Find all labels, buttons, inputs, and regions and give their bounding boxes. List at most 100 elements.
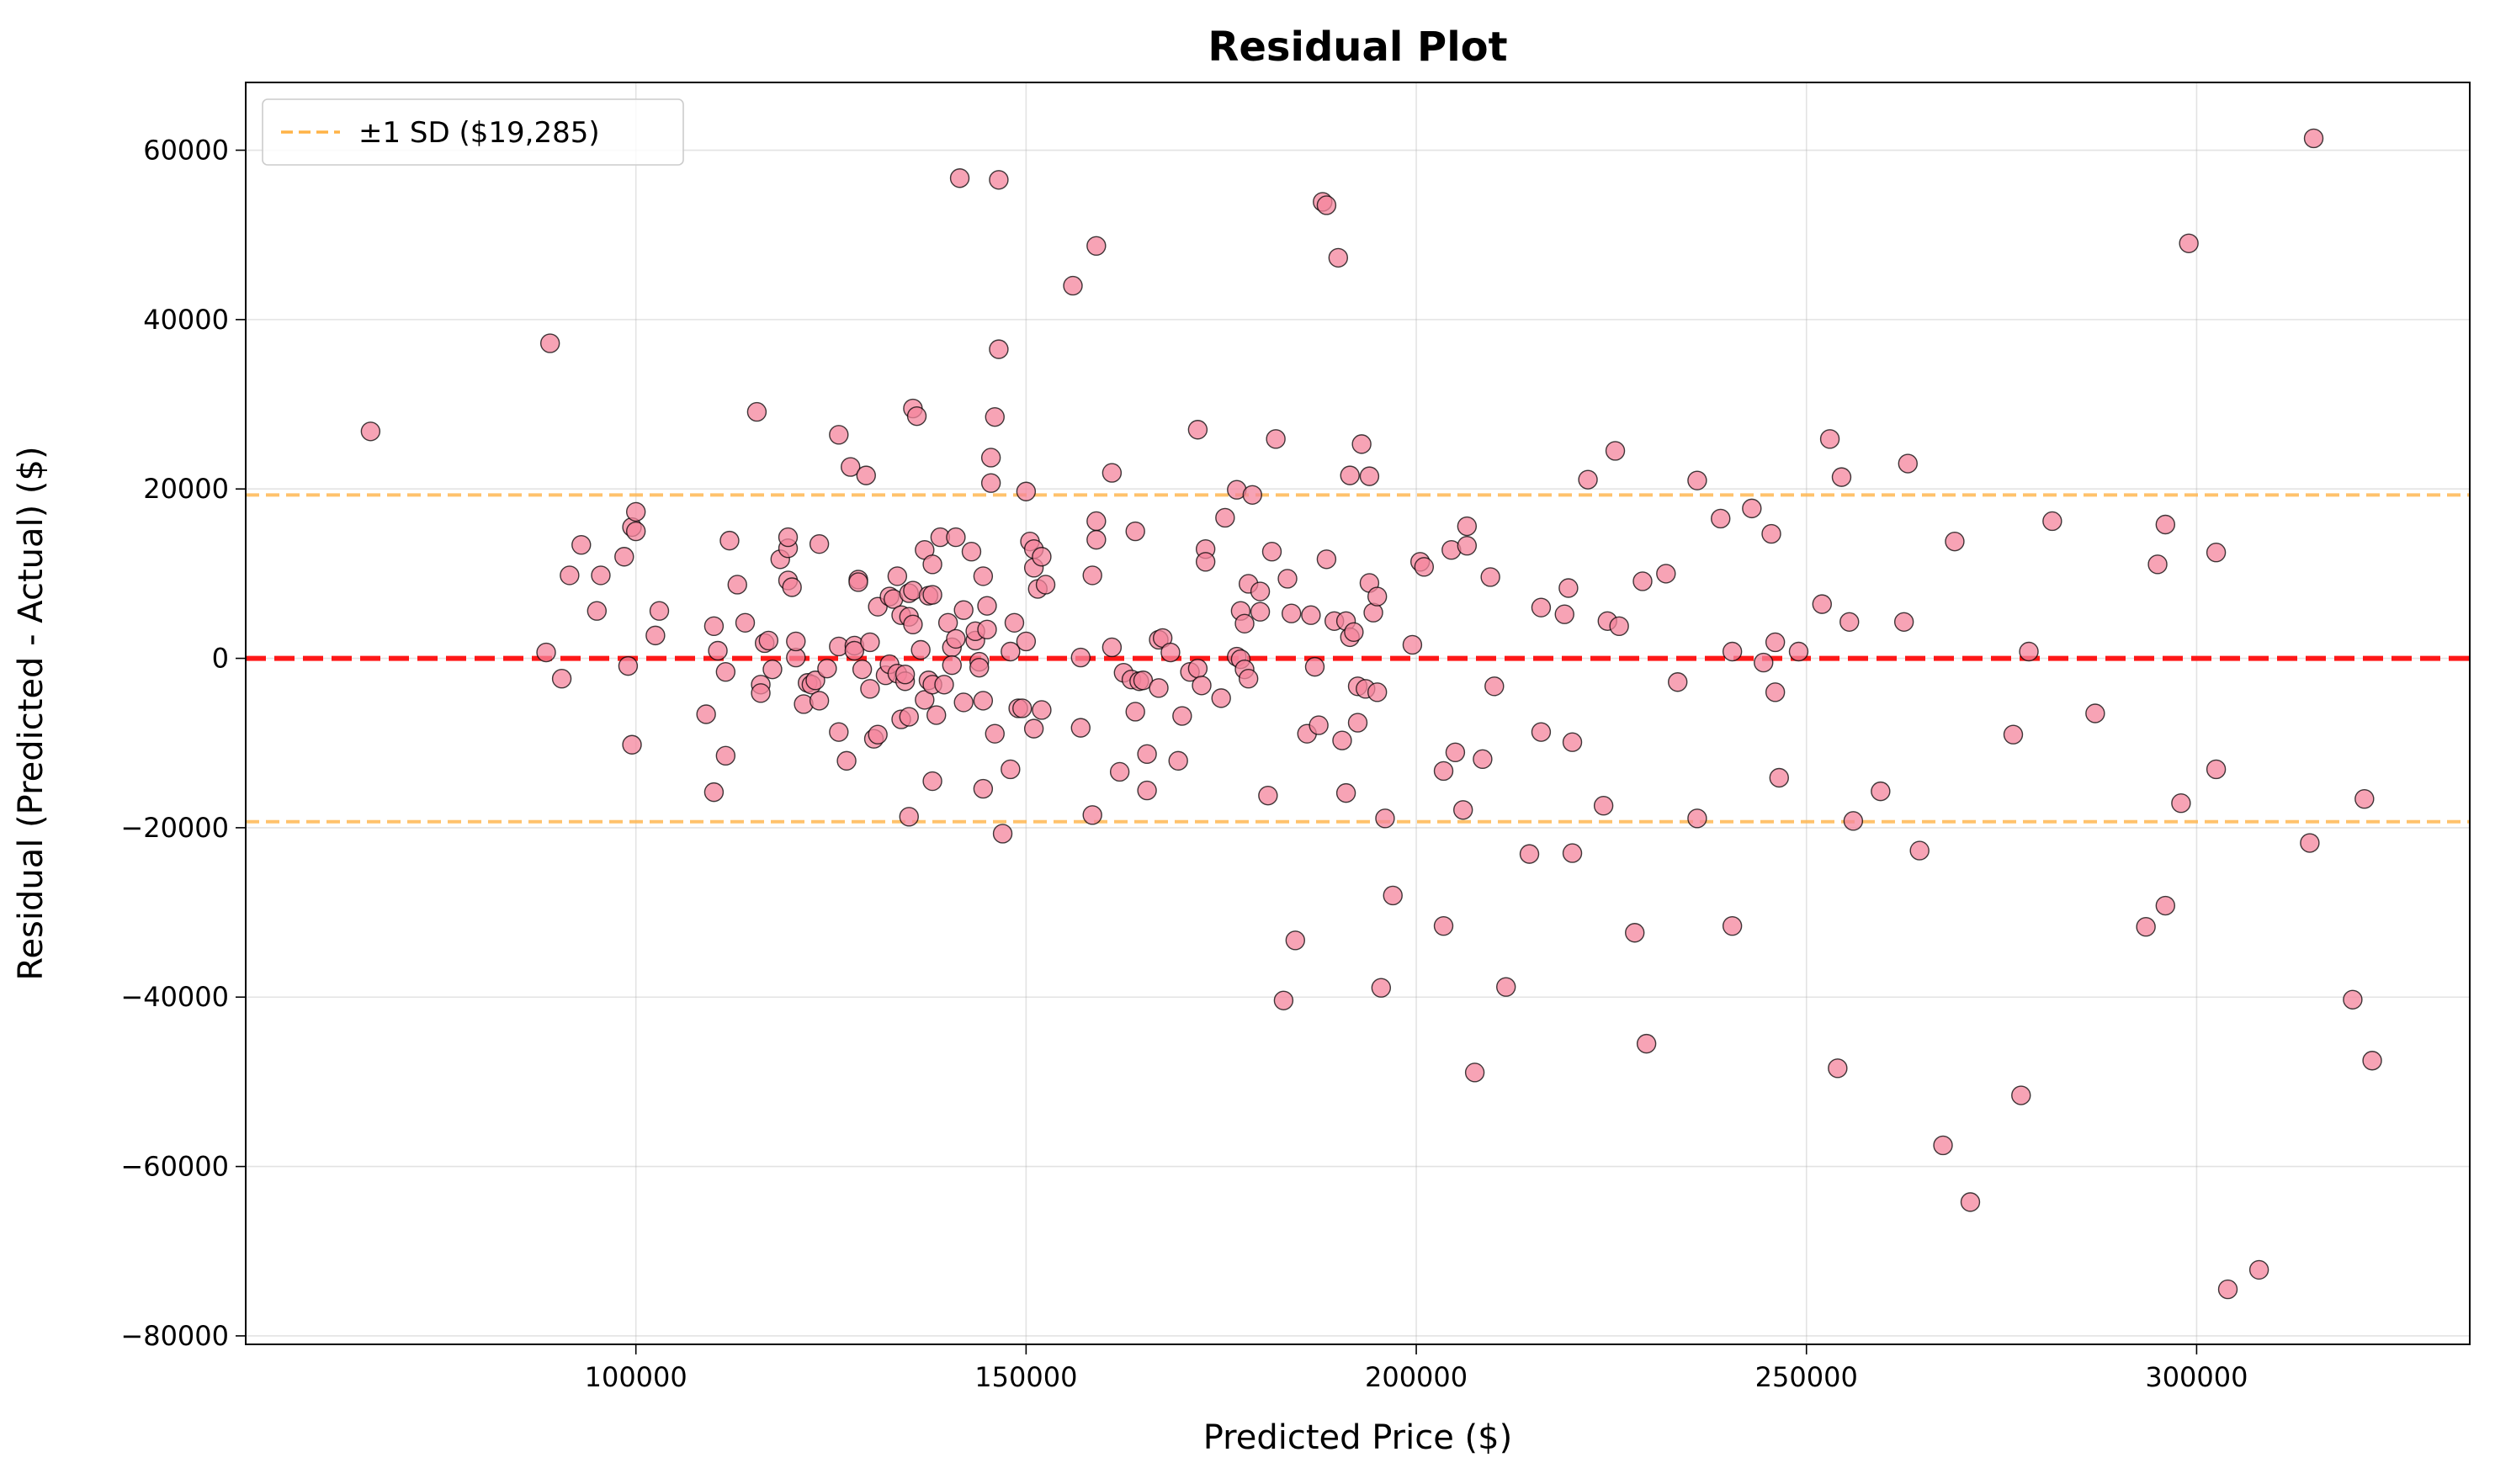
residual-point [1656,564,1676,584]
residual-point [735,612,756,633]
residual-point [1578,469,1598,490]
residual-point [1234,613,1255,633]
residual-point [1250,581,1271,602]
residual-point [1636,1033,1657,1054]
residual-point [1433,915,1454,936]
residual-point [1464,1063,1485,1083]
residual-point [2136,916,2156,937]
residual-point [887,566,908,586]
residual-point [805,670,825,691]
residual-point [1168,750,1188,771]
residual-point [778,527,799,548]
residual-point [910,639,931,660]
residual-point [618,655,639,676]
residual-point [1711,508,1731,529]
legend-box [262,98,684,166]
residual-point [2362,1051,2382,1071]
residual-point [1211,688,1231,708]
residual-point [953,692,974,713]
residual-point [1187,658,1208,679]
residual-point [1266,429,1286,449]
residual-point [1828,1058,1848,1079]
legend: ±1 SD ($19,285) [262,98,684,166]
residual-point [1016,481,1037,501]
residual-point [1812,594,1832,614]
residual-point [949,168,970,188]
residual-point [1137,744,1157,765]
residual-point [1605,441,1626,461]
residual-point [1414,557,1435,577]
y-tick-label: −60000 [120,1151,229,1183]
residual-point [1519,844,1540,864]
grid-lines [246,82,2470,1344]
residual-point [1484,676,1505,697]
y-tick-label: 40000 [143,304,229,336]
residual-point [727,575,747,595]
legend-entry-sd: ±1 SD ($19,285) [358,116,600,150]
residual-point [868,724,888,745]
residual-point [1335,782,1356,803]
residual-point [903,614,923,634]
residual-point [560,565,580,586]
residual-point [708,640,728,661]
residual-point [715,661,736,682]
residual-point [1632,571,1653,591]
residual-point [1102,463,1123,483]
residual-point [899,707,919,727]
residual-point [1495,977,1516,997]
residual-point [836,750,857,771]
residual-point [1363,602,1383,623]
residual-point [961,542,982,562]
residual-point [906,405,927,427]
residual-point [1242,485,1263,505]
residual-point [977,596,997,616]
residual-point [1070,647,1091,668]
residual-point [2171,793,2191,814]
y-axis-label: Residual (Predicted - Actual) ($) [12,446,50,980]
residual-point [625,501,646,522]
residual-point [1367,682,1388,702]
residual-point [844,640,865,661]
residual-point [1531,722,1552,742]
residual-point [1893,612,1914,632]
residual-point [1457,535,1478,556]
residual-point [1032,547,1052,567]
residual-point [992,824,1013,844]
residual-point [1761,523,1781,544]
residual-point [751,683,771,703]
residual-point [1445,742,1466,763]
residual-point [985,406,1005,427]
residual-point [1531,597,1552,617]
residual-point [980,448,1001,468]
residual-point [1375,808,1395,829]
residual-point [1285,930,1306,951]
residual-point [1945,531,1965,552]
residual-point [622,734,642,755]
residual-point [758,630,779,651]
residual-point [922,554,942,575]
residual-point [1001,641,1021,662]
residual-point [1281,603,1302,623]
residual-point [1788,641,1809,662]
residual-point [1769,767,1789,788]
residual-point [1309,715,1329,735]
residual-point [1261,542,1282,562]
residual-point [934,675,954,695]
residual-point [1742,498,1762,519]
residual-point [1258,785,1278,806]
y-tick-label: 0 [212,643,229,675]
x-tick-label: 150000 [974,1361,1077,1393]
residual-point [973,566,994,586]
scatter-points [360,128,2382,1300]
residual-point [2300,833,2320,853]
residual-point [969,657,990,678]
residual-point [1086,529,1107,550]
residual-point [829,425,849,445]
residual-point [2343,989,2363,1010]
residual-point [852,659,873,680]
residual-point [809,533,830,554]
residual-point [946,628,966,649]
residual-point [973,691,994,711]
residual-point [1722,915,1743,936]
